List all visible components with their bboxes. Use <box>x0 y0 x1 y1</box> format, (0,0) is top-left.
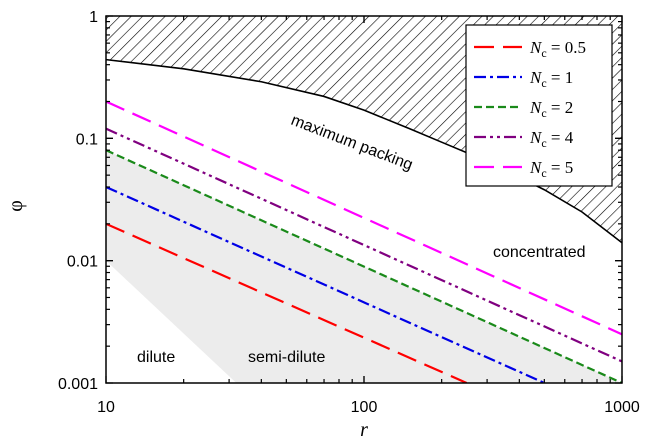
series-line-4 <box>106 100 622 336</box>
annotation-dilute: dilute <box>137 349 175 366</box>
legend-entries: Nc = 0.5 Nc = 1 Nc = 2 Nc = 4 Nc = 5 <box>474 38 586 180</box>
legend-label-3: Nc = 4 <box>529 128 574 150</box>
y-tick-label: 0.01 <box>67 254 98 271</box>
legend-box <box>465 24 613 187</box>
legend-label-2: Nc = 2 <box>529 98 573 120</box>
legend-label-0: Nc = 0.5 <box>529 38 586 60</box>
y-tick-label: 0.1 <box>76 131 98 148</box>
annotation-semi-dilute: semi-dilute <box>248 349 325 366</box>
x-axis-title: r <box>360 419 368 438</box>
legend-label-1: Nc = 1 <box>529 68 573 90</box>
legend: Nc = 0.5 Nc = 1 Nc = 2 Nc = 4 Nc = 5 <box>465 24 613 187</box>
y-axis-title: φ <box>5 200 27 212</box>
series-line-0 <box>106 222 468 383</box>
series-line-1 <box>106 186 545 383</box>
x-tick-label: 10 <box>97 399 115 416</box>
tick-marks <box>105 15 623 384</box>
tick-labels: 10 100 1000 0.001 0.01 0.1 1 <box>58 9 640 416</box>
x-tick-label: 1000 <box>604 399 640 416</box>
series-line-2 <box>106 149 622 383</box>
x-tick-label: 100 <box>351 399 378 416</box>
maximum-packing-curve <box>106 58 622 244</box>
y-tick-label: 0.001 <box>58 376 98 393</box>
legend-label-4: Nc = 5 <box>529 158 573 180</box>
series-group <box>106 100 622 383</box>
y-tick-label: 1 <box>89 9 98 26</box>
series-line-3 <box>106 127 622 363</box>
annotation-concentrated: concentrated <box>493 244 586 261</box>
